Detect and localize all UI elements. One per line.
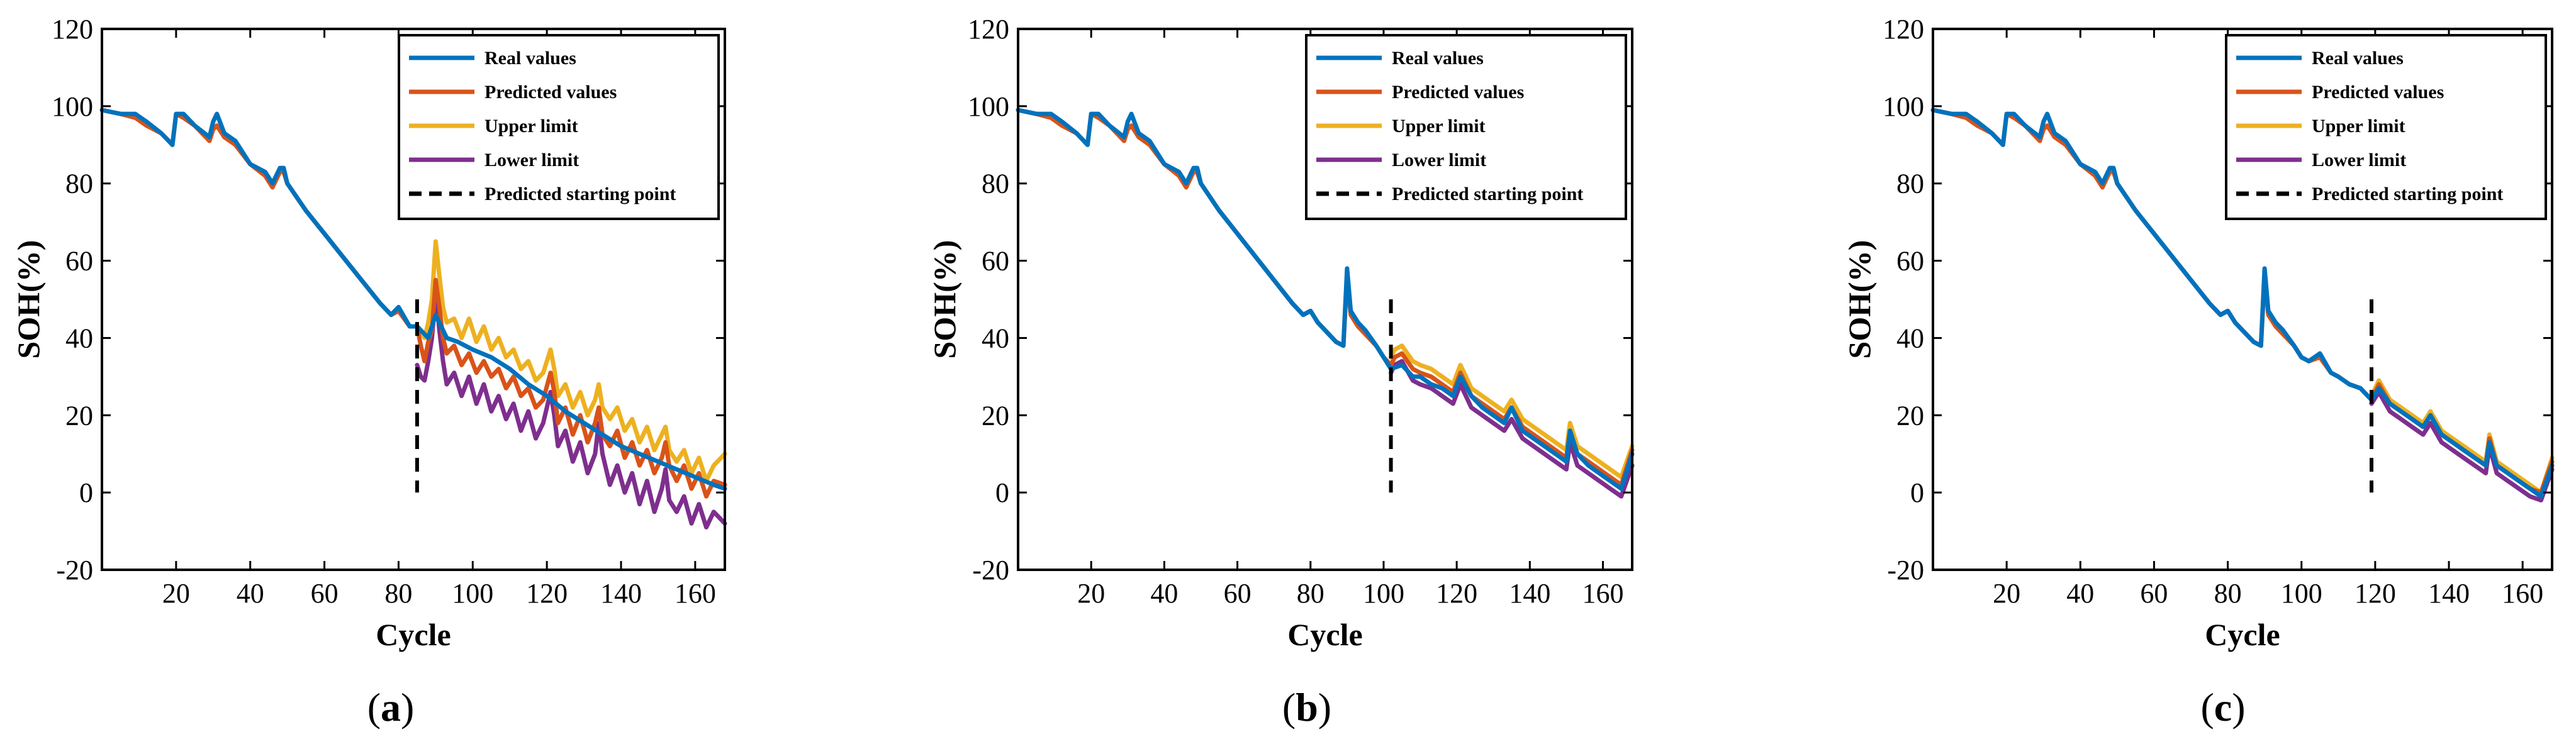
y-tick-label: 120 [52, 14, 93, 45]
x-tick-label: 60 [311, 578, 339, 609]
legend-label-upper-limit: Upper limit [1392, 116, 1486, 136]
series-line-lower-limit [1389, 358, 1635, 499]
axes-frame [1017, 28, 1633, 571]
y-tick-label: 80 [65, 169, 93, 199]
x-tick-label: 60 [1224, 578, 1252, 609]
legend-label-predicted-values: Predicted values [2312, 82, 2444, 103]
y-tick-label: 100 [968, 91, 1009, 122]
x-axis-label: Cycle [2205, 617, 2280, 652]
x-axis-label: Cycle [376, 617, 451, 652]
y-tick-label: 20 [982, 400, 1009, 431]
series-line-real-values [99, 108, 727, 491]
legend-label-real-values: Real values [484, 48, 576, 69]
x-tick-label: 20 [162, 578, 190, 609]
y-axis-label: SOH(%) [927, 240, 962, 359]
x-tick-label: 120 [526, 578, 568, 609]
x-tick-label: 40 [237, 578, 264, 609]
series-line-lower-limit [2369, 389, 2555, 502]
y-tick-label: 0 [79, 477, 93, 508]
y-tick-label: 20 [65, 400, 93, 431]
x-tick-label: 80 [1297, 578, 1324, 609]
legend-label-predicted-values: Predicted values [1392, 82, 1524, 103]
series-line-upper-limit [2369, 378, 2555, 495]
legend-label-lower-limit: Lower limit [484, 150, 579, 170]
y-axis-label: SOH(%) [1842, 240, 1877, 359]
legend-label-upper-limit: Upper limit [484, 116, 578, 136]
y-tick-label: 120 [1883, 14, 1924, 45]
x-tick-label: 160 [2502, 578, 2543, 609]
legend-label-predicted-values: Predicted values [484, 82, 617, 103]
x-tick-label: 100 [1363, 578, 1404, 609]
y-tick-label: 60 [65, 246, 93, 277]
legend-label-predicted-starting-point: Predicted starting point [2312, 184, 2503, 204]
legend-label-lower-limit: Lower limit [1392, 150, 1486, 170]
x-tick-label: 140 [1509, 578, 1550, 609]
y-axis-label: SOH(%) [11, 240, 46, 359]
y-tick-label: 120 [968, 14, 1009, 45]
axes-frame [101, 28, 726, 571]
x-tick-label: 100 [2281, 578, 2322, 609]
axes-frame [1932, 28, 2553, 571]
x-tick-label: 80 [2214, 578, 2242, 609]
panel-a: 20 40 60 80 100 120 140 160 -20 0 20 40 60 80 100 120 Cy… [11, 14, 727, 730]
y-tick-label: 0 [1910, 477, 1924, 508]
y-tick-label: 0 [995, 477, 1009, 508]
y-tick-label: -20 [972, 555, 1009, 586]
x-tick-label: 60 [2140, 578, 2168, 609]
y-tick-label: 80 [1896, 169, 1924, 199]
y-tick-label: -20 [1887, 555, 1924, 586]
x-tick-label: 140 [600, 578, 642, 609]
y-tick-label: 20 [1896, 400, 1924, 431]
y-tick-label: 40 [982, 323, 1009, 353]
x-tick-label: 100 [452, 578, 493, 609]
series-line-real-values [1930, 108, 2555, 499]
series-line-lower-limit [415, 289, 727, 530]
y-tick-label: 40 [65, 323, 93, 353]
series-line-real-values [1016, 108, 1635, 491]
legend-label-predicted-starting-point: Predicted starting point [484, 184, 676, 204]
x-tick-label: 20 [1993, 578, 2020, 609]
x-tick-label: 120 [2355, 578, 2396, 609]
x-tick-label: 40 [1150, 578, 1178, 609]
x-tick-label: 20 [1077, 578, 1105, 609]
y-tick-label: 80 [982, 169, 1009, 199]
y-tick-label: 60 [1896, 246, 1924, 277]
x-tick-label: 40 [2066, 578, 2094, 609]
panel-b: 20 40 60 80 100 120 140 160 -20 0 20 40 60 80 100 120 Cy… [927, 14, 1635, 730]
legend-label-real-values: Real values [1392, 48, 1484, 69]
panel-caption: (a) [367, 685, 415, 730]
y-tick-label: -20 [56, 555, 93, 586]
panel-c: 20 40 60 80 100 120 140 160 -20 0 20 40 60 80 100 120 Cy… [1842, 14, 2555, 730]
x-tick-label: 120 [1436, 578, 1477, 609]
y-tick-label: 100 [1883, 91, 1924, 122]
panel-caption: (b) [1282, 685, 1331, 730]
legend-label-lower-limit: Lower limit [2312, 150, 2406, 170]
series-line-predicted-values [99, 108, 727, 499]
panel-caption: (c) [2200, 685, 2245, 730]
y-tick-label: 100 [52, 91, 93, 122]
x-tick-label: 140 [2428, 578, 2470, 609]
y-tick-label: 60 [982, 246, 1009, 277]
x-tick-label: 160 [675, 578, 716, 609]
series-line-upper-limit [415, 239, 727, 484]
x-tick-label: 160 [1582, 578, 1624, 609]
legend-label-upper-limit: Upper limit [2312, 116, 2405, 136]
y-tick-label: 40 [1896, 323, 1924, 353]
series-line-upper-limit [1389, 343, 1635, 480]
legend-label-real-values: Real values [2312, 48, 2404, 69]
x-tick-label: 80 [384, 578, 412, 609]
legend-label-predicted-starting-point: Predicted starting point [1392, 184, 1583, 204]
x-axis-label: Cycle [1287, 617, 1362, 652]
